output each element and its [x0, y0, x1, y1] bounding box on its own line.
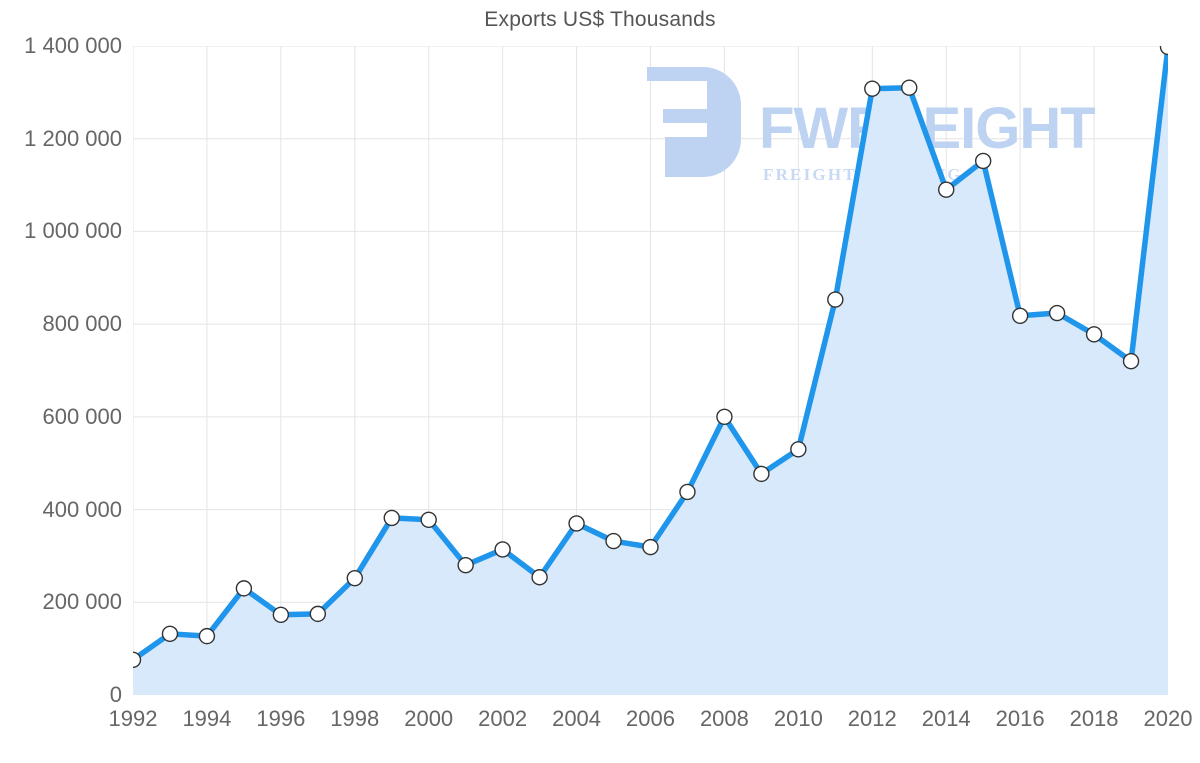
x-tick-label: 2014 — [921, 706, 971, 731]
x-tick-label: 1996 — [256, 706, 306, 731]
y-tick-label: 1 400 000 — [24, 33, 122, 58]
x-tick-label: 1994 — [182, 706, 232, 731]
x-tick-label: 2006 — [626, 706, 675, 731]
y-tick-label: 600 000 — [42, 403, 122, 429]
y-axis: 0 200 000 400 000 600 000 800 000 1 000 000 1 … — [0, 0, 122, 763]
x-tick-label: 2002 — [478, 706, 528, 731]
y-tick-label: 1 000 000 — [24, 218, 122, 244]
y-tick-label: 400 000 — [42, 496, 122, 522]
y-tick-label: 800 000 — [42, 311, 122, 337]
x-tick-label: 2000 — [404, 706, 454, 731]
x-tick-label: 2016 — [995, 706, 1045, 731]
x-tick-label: 1998 — [330, 706, 380, 731]
chart-title: Exports US$ Thousands — [484, 8, 716, 31]
x-tick-label: 2010 — [773, 706, 823, 731]
x-tick-label: 2008 — [699, 706, 749, 731]
data-series — [133, 46, 1168, 695]
x-tick-label: 2020 — [1143, 706, 1193, 731]
x-tick-label: 2018 — [1069, 706, 1119, 731]
x-tick-label: 1992 — [108, 706, 158, 731]
x-tick-label: 2004 — [552, 706, 602, 731]
y-tick-label: 1 200 000 — [24, 125, 122, 151]
plot-area: FWFREIGHT FREIGHT SHIPPING — [133, 46, 1168, 695]
x-tick-label: 2012 — [847, 706, 897, 731]
y-tick-label: 200 000 — [42, 589, 122, 615]
y-tick-label: 0 — [109, 682, 122, 707]
